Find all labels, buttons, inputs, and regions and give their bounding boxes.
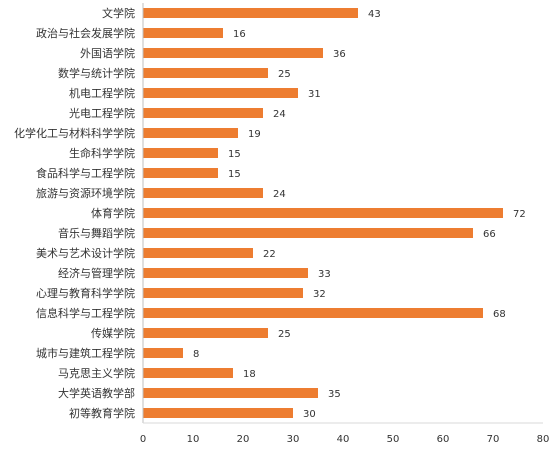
data-label-12: 22 <box>263 249 276 260</box>
category-labels: 文学院政治与社会发展学院外国语学院数学与统计学院机电工程学院光电工程学院化学化工… <box>14 6 135 420</box>
data-label-16: 25 <box>278 329 291 340</box>
bar-4 <box>143 88 298 98</box>
data-label-4: 31 <box>308 89 321 100</box>
bar-19 <box>143 388 318 398</box>
category-label-19: 大学英语教学部 <box>58 386 135 400</box>
bar-5 <box>143 108 263 118</box>
bars-group <box>143 8 503 418</box>
x-tick-label-6: 60 <box>437 434 450 445</box>
data-label-11: 66 <box>483 229 496 240</box>
category-label-5: 光电工程学院 <box>69 106 135 120</box>
category-label-12: 美术与艺术设计学院 <box>36 246 135 260</box>
data-label-8: 15 <box>228 169 241 180</box>
bar-6 <box>143 128 238 138</box>
x-tick-label-3: 30 <box>287 434 300 445</box>
data-label-5: 24 <box>273 109 286 120</box>
data-label-20: 30 <box>303 409 316 420</box>
category-label-9: 旅游与资源环境学院 <box>36 186 135 200</box>
category-label-1: 政治与社会发展学院 <box>36 26 135 40</box>
data-label-2: 36 <box>333 49 346 60</box>
category-label-10: 体育学院 <box>91 206 135 220</box>
bar-13 <box>143 268 308 278</box>
bar-20 <box>143 408 293 418</box>
data-label-17: 8 <box>193 349 199 360</box>
x-tick-label-2: 20 <box>237 434 250 445</box>
data-label-15: 68 <box>493 309 506 320</box>
category-label-6: 化学化工与材料科学学院 <box>14 126 135 140</box>
bar-17 <box>143 348 183 358</box>
data-label-13: 33 <box>318 269 331 280</box>
bar-0 <box>143 8 358 18</box>
category-label-3: 数学与统计学院 <box>58 66 135 80</box>
category-label-15: 信息科学与工程学院 <box>36 306 135 320</box>
data-label-0: 43 <box>368 9 381 20</box>
x-tick-label-4: 40 <box>337 434 350 445</box>
bar-15 <box>143 308 483 318</box>
bar-2 <box>143 48 323 58</box>
bar-18 <box>143 368 233 378</box>
category-label-13: 经济与管理学院 <box>58 266 135 280</box>
data-label-7: 15 <box>228 149 241 160</box>
bar-7 <box>143 148 218 158</box>
x-tick-label-0: 0 <box>140 434 146 445</box>
category-label-20: 初等教育学院 <box>69 406 135 420</box>
bar-11 <box>143 228 473 238</box>
data-label-9: 24 <box>273 189 286 200</box>
bar-1 <box>143 28 223 38</box>
category-label-11: 音乐与舞蹈学院 <box>58 226 135 240</box>
data-label-18: 18 <box>243 369 256 380</box>
data-label-1: 16 <box>233 29 246 40</box>
data-label-19: 35 <box>328 389 341 400</box>
category-label-8: 食品科学与工程学院 <box>36 166 135 180</box>
bar-9 <box>143 188 263 198</box>
data-label-14: 32 <box>313 289 326 300</box>
data-label-10: 72 <box>513 209 526 220</box>
category-label-0: 文学院 <box>102 6 135 20</box>
bar-12 <box>143 248 253 258</box>
category-label-14: 心理与教育科学学院 <box>36 286 135 300</box>
x-tick-label-1: 10 <box>187 434 200 445</box>
x-tick-label-5: 50 <box>387 434 400 445</box>
category-label-2: 外国语学院 <box>80 46 135 60</box>
data-labels: 43 16 36 25 31 24 19 15 15 24 72 66 22 33 32 68 25 8 18 35 3… <box>193 9 526 420</box>
category-label-18: 马克思主义学院 <box>58 366 135 380</box>
bar-14 <box>143 288 303 298</box>
category-label-17: 城市与建筑工程学院 <box>36 346 135 360</box>
bar-8 <box>143 168 218 178</box>
data-label-6: 19 <box>248 129 261 140</box>
x-tick-label-8: 80 <box>537 434 550 445</box>
x-tick-labels: 0 10 20 30 40 50 60 70 80 <box>140 434 550 445</box>
x-tick-label-7: 70 <box>487 434 500 445</box>
data-label-3: 25 <box>278 69 291 80</box>
bar-3 <box>143 68 268 78</box>
category-label-7: 生命科学学院 <box>69 146 135 160</box>
bar-10 <box>143 208 503 218</box>
bar-16 <box>143 328 268 338</box>
category-label-4: 机电工程学院 <box>69 86 135 100</box>
category-label-16: 传媒学院 <box>91 326 135 340</box>
